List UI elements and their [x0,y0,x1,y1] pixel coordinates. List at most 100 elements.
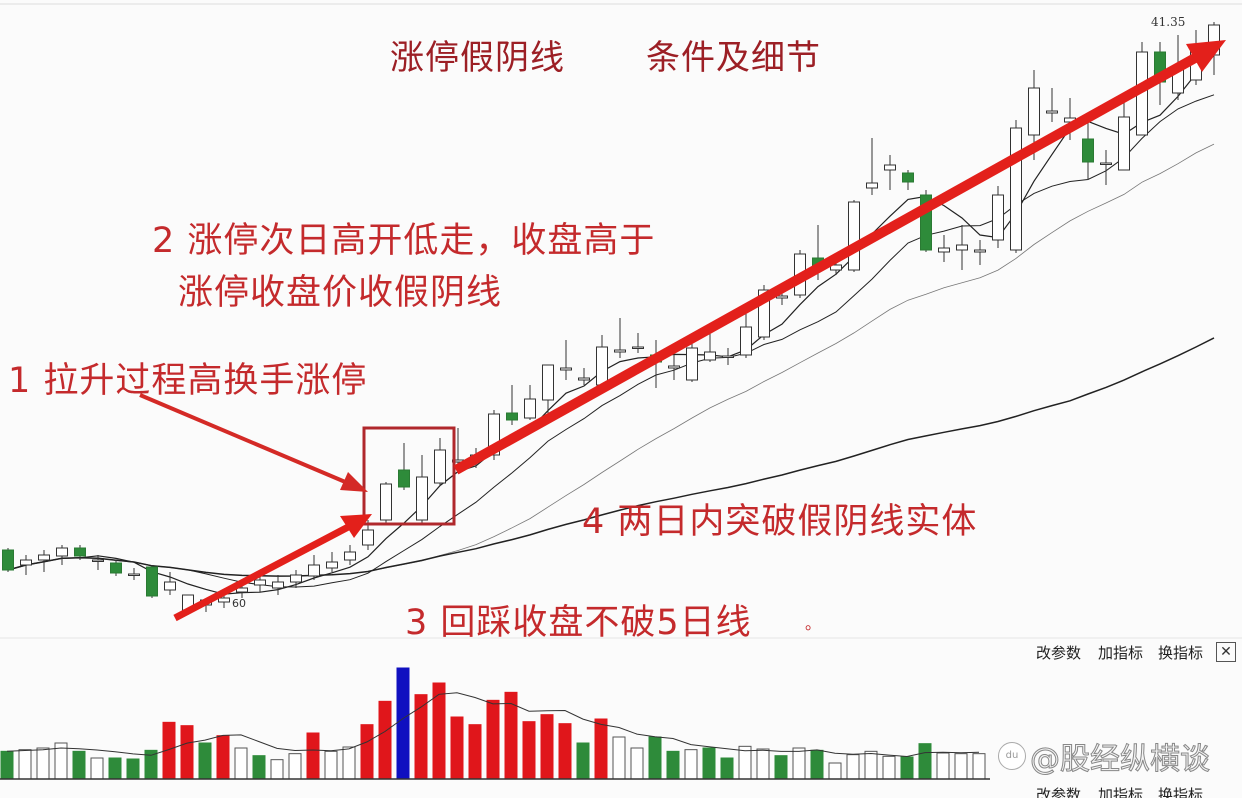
volume-bar [756,748,770,780]
volume-bar [108,757,122,780]
candle-body [164,581,176,591]
annotation-point2-line1: 2 涨停次日高开低走，收盘高于 [152,221,656,261]
volume-bar [234,747,248,780]
candle [848,200,860,272]
candle [866,138,878,195]
candle [668,355,680,380]
switch-indicator-button-lower[interactable]: 换指标 [1158,786,1204,798]
candle-body [578,377,590,381]
candle-body [1010,127,1022,251]
candle-body [506,412,518,421]
volume-bar [774,755,788,780]
candle-body [218,597,230,603]
volume-bar [450,716,464,780]
add-indicator-button[interactable]: 加指标 [1098,644,1144,662]
volume-bar [882,755,896,780]
volume-bar [468,724,482,780]
volume-bar [612,736,626,780]
volume-bar [342,746,356,780]
candle-body [20,559,32,566]
candle [92,555,104,570]
volume-bar [576,742,590,780]
switch-indicator-button[interactable]: 换指标 [1158,644,1204,662]
candle [956,225,968,270]
candle-body [380,483,392,521]
candle-body [362,529,374,546]
candle [20,555,32,575]
watermark: @股经纵横谈 [1030,742,1211,778]
candle-body [416,476,428,521]
low-label: 60 [232,597,246,610]
volume-bar [180,725,194,780]
candle-body [542,364,554,401]
candle [128,568,140,580]
candle-body [524,398,536,419]
candle-body [344,551,356,561]
candle [560,340,572,380]
candle [614,318,626,358]
candle [272,575,284,595]
candle-body [560,367,572,371]
candle [704,333,716,362]
volume-bar [972,753,986,780]
candle [920,190,932,252]
candle-body [2,549,14,571]
volume-bar [594,718,608,780]
volume-bar [378,700,392,780]
candle [308,555,320,580]
candle [1100,150,1112,185]
candle [344,545,356,565]
arrow-rise-head [340,514,372,538]
candle [164,572,176,595]
candle [1010,120,1022,253]
candle-body [74,547,86,557]
candle [416,455,428,523]
change-params-button[interactable]: 改参数 [1036,644,1082,662]
candle-body [308,564,320,577]
candle-body [236,587,248,593]
candle-body [938,247,950,253]
close-panel-button[interactable]: ✕ [1216,642,1236,662]
candle-body [326,561,338,569]
candle-body [1082,138,1094,163]
volume-bar [738,745,752,780]
volume-bar [540,714,554,780]
volume-bar [954,753,968,780]
candle [1118,100,1130,171]
volume-bar [36,747,50,780]
candle [740,310,752,358]
candle [884,155,896,190]
arrows [139,40,1226,622]
add-indicator-button-lower[interactable]: 加指标 [1098,786,1144,798]
candle-body [110,562,122,574]
annotation-point1: 1 拉升过程高换手涨停 [8,361,368,401]
candle-body [1046,110,1058,114]
change-params-button-lower[interactable]: 改参数 [1036,786,1082,798]
candle [578,368,590,385]
candle-body [848,201,860,271]
volume-ma-line [6,692,980,758]
candle-body [704,351,716,361]
candle-body [866,182,878,189]
candle [632,333,644,353]
volume-bar [270,759,284,780]
candle [1046,88,1058,122]
candle-body [290,574,302,583]
highlight-box [362,426,456,526]
candle [992,186,1004,248]
candle [434,438,446,486]
volume-bar [396,667,410,780]
volume-bar [900,756,914,780]
candle-body [722,355,734,358]
candle [290,570,302,588]
candle-body [668,365,680,369]
candle-body [128,573,140,576]
arrow-trend [453,53,1198,475]
volume-bar [828,762,842,780]
candle [146,565,158,598]
candle-body [992,194,1004,241]
volume-bar [324,750,338,780]
candle-body [146,566,158,597]
volume-bar [792,747,806,780]
candle [326,552,338,572]
